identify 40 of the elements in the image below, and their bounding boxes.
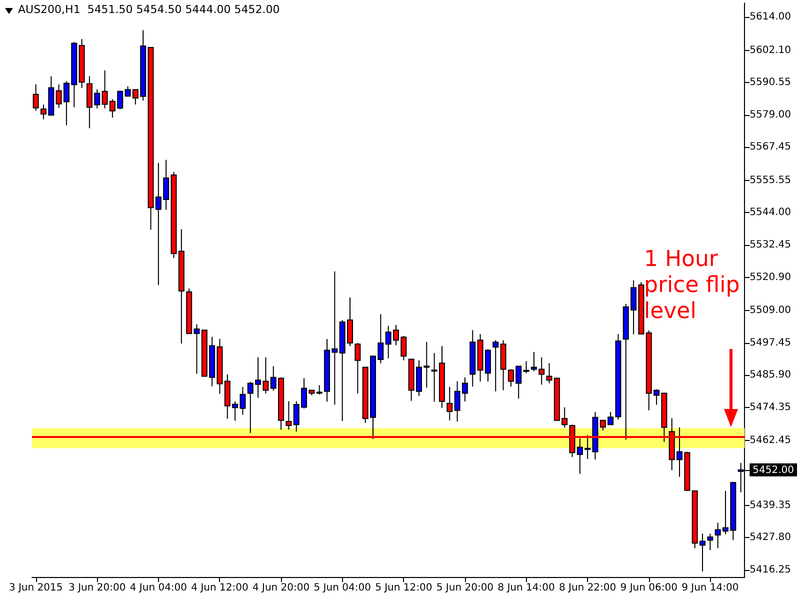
y-tick-label: 5427.80 [750, 532, 792, 544]
x-tick-label: 4 Jun 20:00 [252, 582, 310, 594]
x-tick-label: 8 Jun 14:00 [498, 582, 555, 594]
candlestick [32, 84, 39, 112]
y-tick-label: 5485.90 [750, 370, 792, 381]
y-tick-label: 5614.00 [750, 11, 792, 22]
y-tick-label: 5462.45 [750, 435, 792, 446]
annotation: 1 Hour price flip level [644, 247, 747, 324]
candlestick [492, 340, 499, 392]
candlestick [546, 362, 552, 384]
y-tick-label: 5497.45 [750, 337, 792, 348]
y-tick-label: 5452.00 [752, 464, 794, 476]
x-tick-label: 9 Jun 06:00 [620, 582, 678, 594]
candlestick [446, 386, 453, 421]
y-tick-label: 5509.00 [750, 305, 792, 316]
y-tick-label: 5416.25 [750, 564, 792, 576]
x-tick-label: 5 Jun 20:00 [436, 582, 494, 594]
candlestick [354, 342, 361, 394]
y-tick-label: 5590.55 [750, 77, 792, 88]
y-tick-label: 5579.00 [750, 109, 792, 120]
y-tick-label: 5439.35 [750, 500, 792, 511]
candlestick [286, 400, 292, 430]
candlestick [523, 360, 530, 374]
candlestick [707, 533, 714, 551]
y-tick-label: 5520.90 [750, 272, 792, 283]
y-tick-label: 5544.00 [750, 207, 792, 218]
x-tick-label: 9 Jun 14:00 [682, 582, 739, 594]
x-tick-label: 4 Jun 12:00 [191, 582, 248, 594]
y-tick-label: 5532.45 [750, 239, 792, 250]
chart-title: AUS200,H1 5451.50 5454.50 5444.00 5452.00 [18, 3, 280, 16]
y-tick-label: 5555.55 [750, 174, 792, 186]
x-tick-label: 3 Jun 2015 [8, 582, 63, 594]
x-tick-label: 8 Jun 22:00 [558, 582, 616, 594]
x-tick-label: 3 Jun 20:00 [68, 582, 126, 594]
x-tick-label: 4 Jun 04:00 [130, 582, 188, 594]
y-tick-label: 5474.35 [750, 402, 792, 413]
y-tick-label: 5567.45 [750, 142, 792, 153]
x-tick-label: 5 Jun 12:00 [375, 582, 432, 594]
y-tick-label: 5602.10 [750, 44, 792, 56]
x-tick-label: 5 Jun 04:00 [314, 582, 371, 594]
